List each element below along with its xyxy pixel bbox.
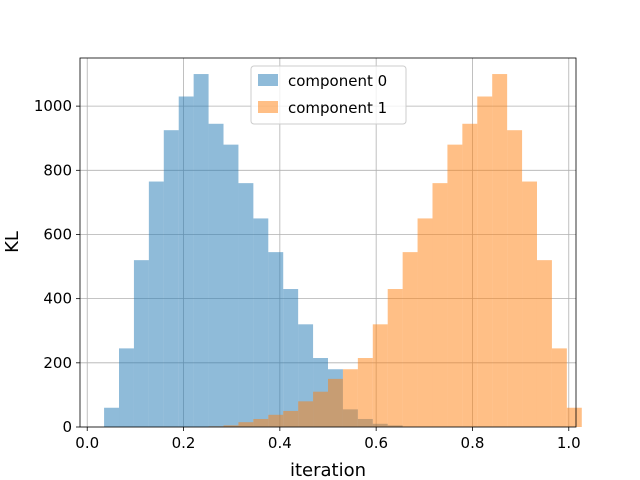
legend-box — [250, 65, 407, 125]
bar-s1-11 — [268, 414, 284, 427]
bar-s0-1 — [119, 348, 134, 427]
bar-s1-8 — [223, 425, 239, 427]
x-tick-label-5: 1.0 — [557, 434, 581, 452]
y-axis-label: KL — [2, 231, 23, 253]
bar-s1-25 — [477, 96, 493, 428]
bar-s1-28 — [522, 181, 537, 427]
bar-s1-15 — [328, 378, 343, 427]
bar-s1-24 — [462, 123, 478, 427]
bar-s0-5 — [178, 96, 194, 428]
bar-s1-12 — [283, 410, 299, 427]
y-axis-ticks: 0 200 400 600 800 1000 — [34, 97, 80, 436]
bar-s1-13 — [298, 401, 314, 427]
legend: component 0 component 1 — [250, 65, 407, 125]
y-tick-label-2: 400 — [43, 290, 72, 308]
bar-s0-4 — [163, 130, 179, 427]
bar-s1-16 — [342, 369, 358, 427]
bar-s1-23 — [447, 144, 463, 428]
bar-s0-0 — [104, 407, 120, 427]
bar-s1-14 — [313, 391, 328, 427]
bar-s0-9 — [238, 183, 254, 427]
y-tick-label-3: 600 — [43, 225, 72, 243]
bar-s0-10 — [253, 218, 269, 427]
y-tick-label-4: 800 — [43, 161, 72, 179]
x-tick-label-1: 0.2 — [172, 434, 196, 452]
bar-s1-10 — [253, 418, 269, 427]
plot-frame — [79, 57, 577, 428]
legend-swatch-component-0 — [258, 74, 278, 86]
bar-s1-31 — [566, 407, 582, 427]
x-tick-label-0: 0.0 — [75, 434, 99, 452]
bar-s1-17 — [357, 358, 373, 427]
bar-s0-7 — [208, 123, 224, 427]
y-tick-label-0: 0 — [62, 418, 72, 436]
bar-s1-26 — [492, 74, 508, 427]
bar-s1-29 — [536, 260, 552, 427]
bar-s0-11 — [268, 252, 284, 427]
legend-label-component-0: component 0 — [288, 72, 387, 90]
y-tick-label-1: 200 — [43, 354, 72, 372]
bar-s0-8 — [223, 144, 239, 428]
bar-s0-6 — [193, 74, 209, 427]
bar-s1-9 — [238, 422, 254, 427]
bar-s1-19 — [387, 289, 403, 427]
y-tick-label-5: 1000 — [34, 97, 72, 115]
x-axis-ticks: 0.0 0.2 0.4 0.6 0.8 1.0 — [75, 427, 581, 452]
legend-swatch-component-1 — [258, 101, 278, 113]
bar-s1-22 — [432, 183, 448, 427]
bar-s1-30 — [551, 348, 567, 427]
bar-s1-27 — [507, 130, 523, 427]
bar-s1-20 — [402, 252, 418, 427]
legend-label-component-1: component 1 — [288, 99, 387, 117]
bar-s0-3 — [148, 181, 164, 427]
bar-s1-21 — [417, 218, 433, 427]
series-component-1-bars — [208, 74, 582, 428]
x-axis-label: iteration — [290, 460, 366, 480]
bar-s0-2 — [133, 260, 149, 427]
bar-s1-18 — [372, 324, 388, 427]
x-tick-label-3: 0.6 — [364, 434, 388, 452]
x-tick-label-4: 0.8 — [461, 434, 485, 452]
bar-s0-12 — [283, 289, 299, 427]
x-tick-label-2: 0.4 — [268, 434, 292, 452]
